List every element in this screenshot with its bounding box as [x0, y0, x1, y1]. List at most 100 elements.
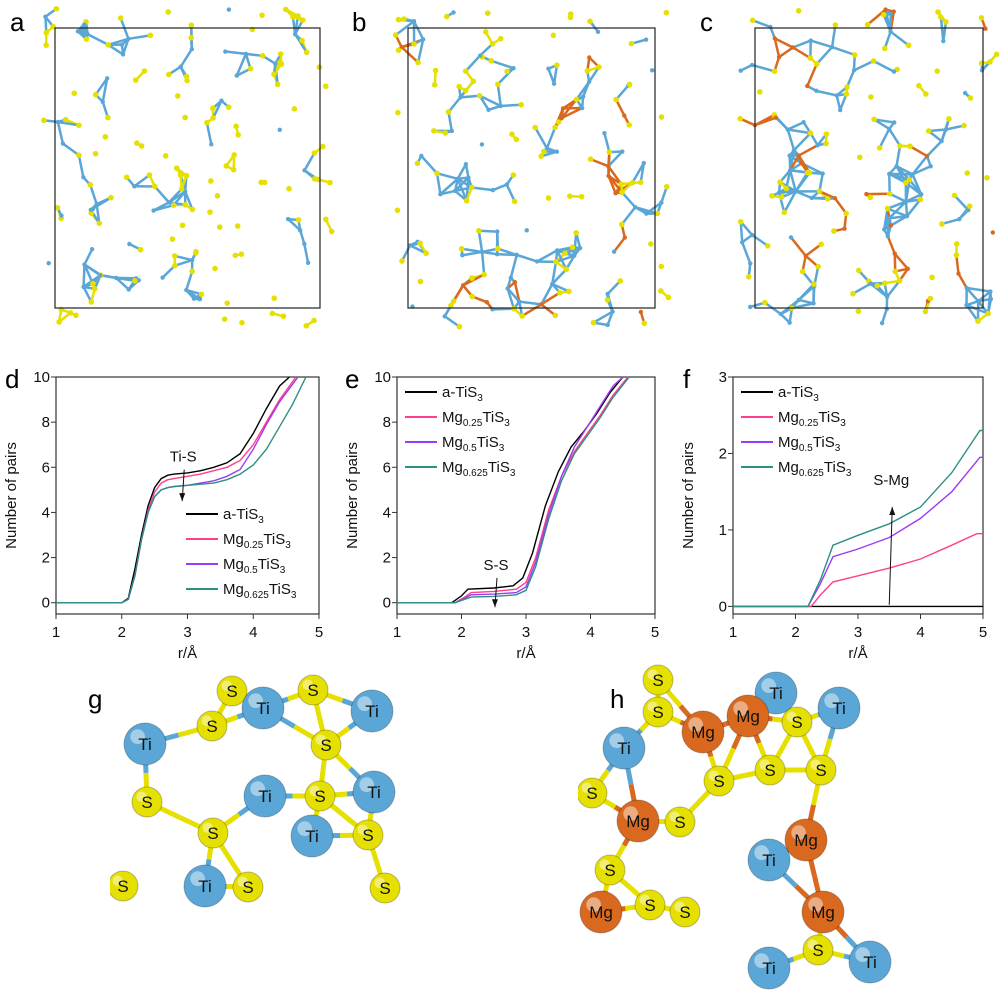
atom-s: [943, 19, 949, 25]
atom-sphere: [703, 765, 735, 797]
bond: [889, 30, 910, 47]
atom-s: [137, 246, 144, 253]
atom-highlight: [112, 875, 123, 886]
atom-s: [443, 13, 450, 20]
atom-ti: [98, 273, 103, 278]
atom-highlight: [824, 693, 840, 709]
atom-s: [552, 312, 559, 319]
atom-ti: [787, 168, 793, 173]
x-tick-label: 3: [522, 624, 530, 641]
atom-s: [234, 223, 241, 229]
bond: [460, 94, 480, 99]
x-axis-label: r/Å: [516, 645, 535, 662]
atom-ti: [610, 309, 615, 314]
atom-mg: [484, 300, 490, 305]
legend-label: Mg0.5TiS3: [778, 434, 841, 454]
atom-s: S: [369, 872, 401, 904]
bond: [783, 190, 797, 214]
bond: [893, 252, 909, 270]
legend-label-part: Mg: [442, 409, 463, 426]
bond: [889, 192, 907, 203]
atom-s: [476, 92, 483, 99]
atom-s: [618, 221, 625, 228]
bond: [477, 230, 484, 253]
series-line-Mg0.5TiS3: [733, 456, 983, 608]
atom-s: [165, 9, 171, 15]
atom-mg: [803, 253, 808, 259]
atom-s: [618, 181, 625, 187]
structure-panel-b: [392, 9, 672, 330]
bond: [454, 176, 470, 192]
atom-s: [771, 68, 778, 75]
atom-s: [935, 9, 941, 15]
atom-ti: [302, 168, 307, 173]
bond: [478, 229, 498, 233]
atom-sphere: [848, 940, 892, 984]
atom-ti: [419, 153, 424, 159]
atom-label: S: [791, 713, 802, 732]
legend-label: a-TiS3: [778, 384, 819, 404]
atom-s: [90, 280, 96, 287]
atom-sphere: [241, 686, 285, 730]
atom-highlight: [810, 759, 821, 770]
y-tick-label: 2: [42, 550, 50, 567]
bond: [82, 264, 86, 287]
y-tick-label: 0: [719, 598, 727, 615]
atom-highlight: [688, 717, 704, 733]
bond: [235, 53, 248, 77]
x-tick-label: 3: [854, 624, 862, 641]
atom-sphere: [352, 770, 396, 814]
bond: [852, 282, 872, 295]
atom-s: [563, 266, 570, 273]
atom-sphere: [131, 786, 163, 818]
atom-ti: [579, 105, 585, 111]
bond: [161, 264, 176, 279]
atom-ti: [479, 249, 485, 255]
atom-s: [235, 132, 241, 138]
bond: [751, 63, 775, 73]
atom-sphere: [196, 710, 228, 742]
bond: [443, 315, 461, 328]
atom-label: S: [117, 877, 128, 896]
atom-s: [590, 319, 597, 326]
atom-label: Ti: [832, 699, 846, 718]
bond: [887, 200, 907, 210]
atom-s: [813, 61, 820, 67]
legend-label-part: Mg: [778, 409, 799, 426]
legend-label-part: a-TiS: [778, 384, 813, 401]
atom-highlight: [733, 701, 749, 717]
atom-s: [198, 291, 205, 298]
atom-s: [818, 241, 824, 248]
bond: [741, 241, 752, 264]
atom-label: Ti: [617, 739, 631, 758]
atom-label: Ti: [769, 684, 783, 703]
atom-ti: [184, 287, 189, 293]
atom-s: [225, 104, 232, 110]
x-tick-label: 4: [916, 624, 924, 641]
legend-label-part: TiS: [818, 409, 840, 426]
atom-ti: [189, 257, 195, 263]
atom-s: [456, 323, 463, 330]
bond: [787, 121, 805, 131]
atom-s: [513, 136, 520, 143]
bond: [128, 34, 151, 41]
bond: [926, 140, 943, 157]
bond: [133, 174, 151, 188]
bond: [62, 142, 80, 157]
bond: [551, 282, 570, 293]
bond: [606, 311, 614, 326]
bond: [788, 169, 797, 192]
atom-s: [745, 274, 752, 280]
atom-ti: [504, 182, 509, 187]
atom-s: [984, 174, 990, 181]
atom-ti: [887, 171, 892, 177]
atom-s: [311, 317, 317, 324]
legend-label-part: 3: [291, 590, 297, 601]
legend-label-part: TiS: [477, 434, 499, 451]
atom-s: [953, 241, 960, 247]
bond: [174, 258, 193, 267]
atom-s: [619, 189, 625, 196]
atom-s: [146, 172, 153, 178]
x-tick-label: 2: [791, 624, 799, 641]
